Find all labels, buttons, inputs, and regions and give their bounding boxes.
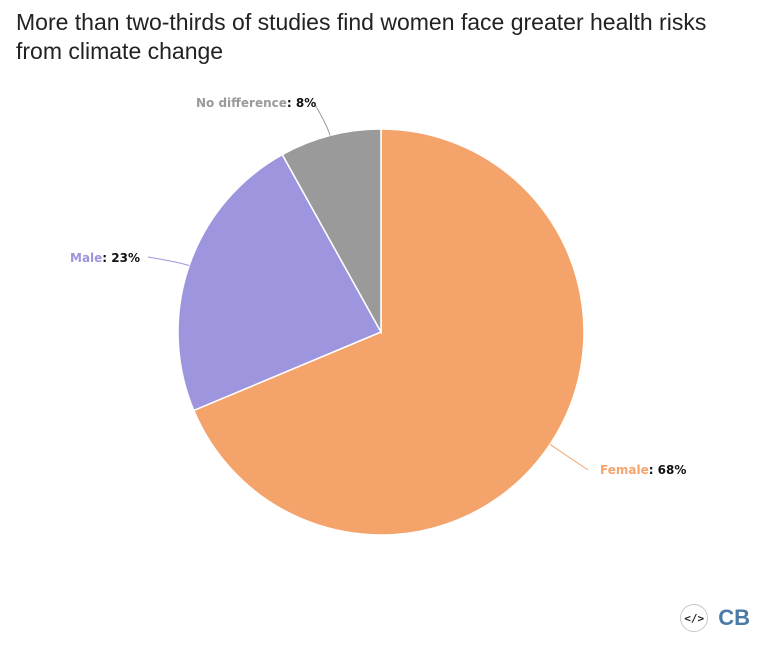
chart-title: More than two-thirds of studies find wom… bbox=[16, 9, 707, 64]
slice-label-value: : 23% bbox=[102, 251, 140, 265]
slice-label-value: : 8% bbox=[287, 96, 316, 110]
pie-slice-female[interactable] bbox=[192, 128, 585, 536]
slice-label-value: : 68% bbox=[649, 463, 687, 477]
brand-area: </> CB bbox=[680, 604, 750, 632]
leader-line-female bbox=[549, 444, 589, 471]
slice-label-male: Male: 23% bbox=[70, 251, 140, 265]
slice-label-no-difference: No difference: 8% bbox=[196, 96, 316, 110]
carbon-brief-logo: CB bbox=[718, 605, 750, 630]
leader-line-male bbox=[147, 256, 190, 267]
pie-slices bbox=[177, 128, 585, 536]
slice-label-female: Female: 68% bbox=[600, 463, 686, 477]
code-embed-icon[interactable]: </> bbox=[680, 604, 709, 632]
slice-label-name: No difference bbox=[196, 96, 287, 110]
pie-slice-no-difference[interactable] bbox=[281, 128, 382, 335]
slice-label-name: Female bbox=[600, 463, 649, 477]
leader-lines bbox=[147, 102, 589, 471]
slice-labels: Female: 68% Male: 23% No difference: 8% bbox=[70, 96, 686, 477]
slice-label-name: Male bbox=[70, 251, 102, 265]
leader-line-no-difference bbox=[313, 102, 331, 136]
pie-slice-male[interactable] bbox=[177, 153, 383, 412]
